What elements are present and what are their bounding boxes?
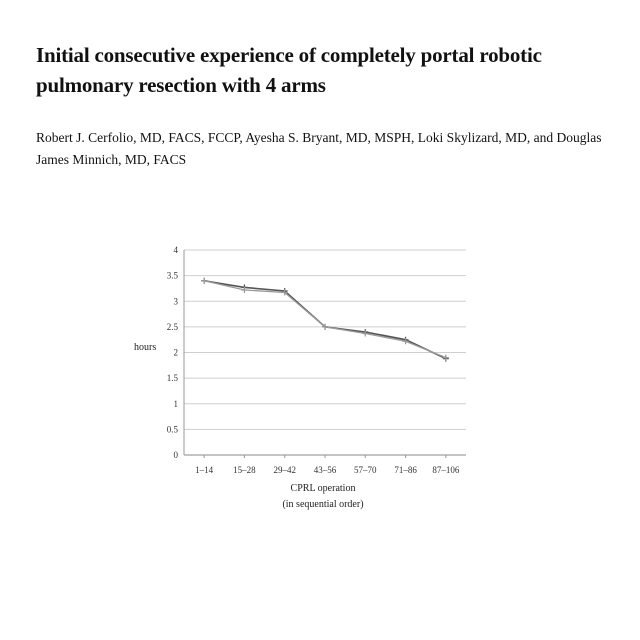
y-tick-label-3: 1.5 bbox=[167, 373, 179, 383]
y-tick-label-8: 4 bbox=[174, 245, 179, 255]
y-tick-label-2: 1 bbox=[174, 399, 179, 409]
series-line-1 bbox=[203, 280, 447, 359]
x-axis-sublabel: (in sequential order) bbox=[282, 499, 363, 510]
y-tick-label-6: 3 bbox=[174, 296, 179, 306]
data-point-s1-2 bbox=[281, 289, 288, 296]
y-tick-label-5: 2.5 bbox=[167, 322, 179, 332]
x-tick-label-2: 29–42 bbox=[273, 465, 296, 475]
data-point-s1-0 bbox=[201, 277, 208, 284]
y-tick-label-0: 0 bbox=[174, 450, 179, 460]
x-tick-label-6: 87–106 bbox=[432, 465, 460, 475]
data-point-s1-3 bbox=[322, 323, 328, 330]
y-axis-label: hours bbox=[134, 342, 156, 353]
x-tick-label-1: 15–28 bbox=[233, 465, 256, 475]
x-tick-label-3: 43–56 bbox=[314, 465, 337, 475]
x-tick-label-5: 71–86 bbox=[394, 465, 417, 475]
x-tick-label-4: 57–70 bbox=[354, 465, 377, 475]
y-tick-label-1: 0.5 bbox=[167, 424, 179, 434]
x-axis-label: CPRL operation bbox=[291, 483, 356, 494]
paper-title: Initial consecutive experience of comple… bbox=[36, 43, 542, 97]
series-line-0 bbox=[204, 279, 447, 360]
data-point-s1-1 bbox=[241, 286, 248, 293]
paper-authors: Robert J. Cerfolio, MD, FACS, FCCP, Ayes… bbox=[36, 130, 602, 167]
y-tick-label-7: 3.5 bbox=[167, 271, 179, 281]
data-point-s1-6 bbox=[442, 354, 449, 361]
x-tick-label-0: 1–14 bbox=[195, 465, 214, 475]
y-tick-label-4: 2 bbox=[174, 348, 179, 358]
data-point-s1-4 bbox=[362, 330, 369, 337]
data-point-s1-5 bbox=[402, 338, 409, 345]
